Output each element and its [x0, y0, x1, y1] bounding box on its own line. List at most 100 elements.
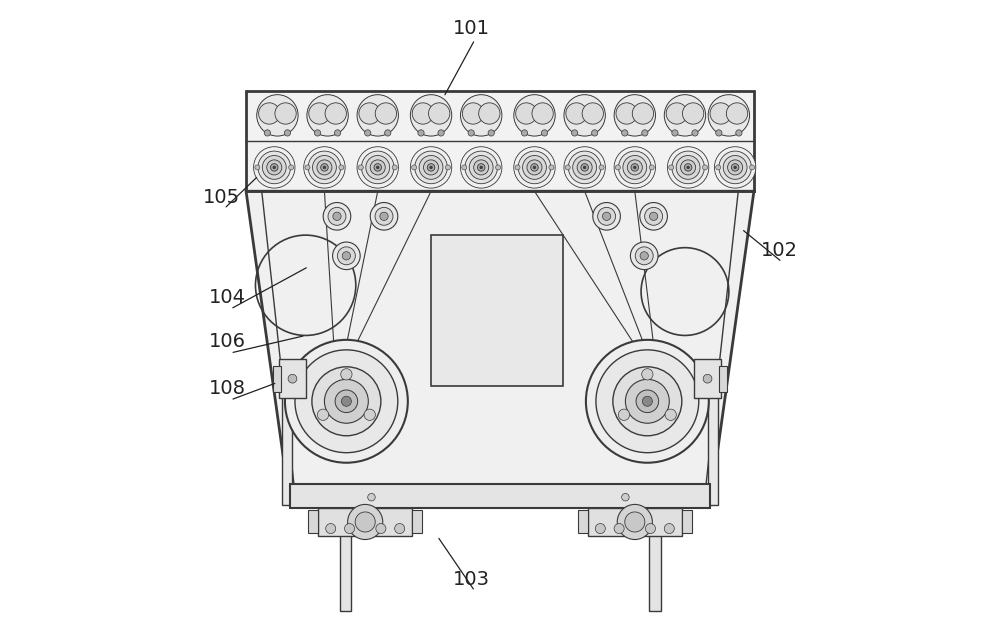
Circle shape: [418, 130, 424, 136]
Circle shape: [477, 164, 485, 171]
Circle shape: [736, 130, 742, 136]
Circle shape: [614, 95, 655, 136]
Bar: [412, 510, 422, 533]
Circle shape: [375, 103, 397, 124]
Text: 103: 103: [453, 571, 490, 589]
Circle shape: [582, 103, 603, 124]
Circle shape: [716, 130, 722, 136]
Circle shape: [308, 151, 341, 184]
Circle shape: [514, 147, 555, 188]
Circle shape: [622, 493, 629, 501]
Circle shape: [376, 524, 386, 534]
Circle shape: [365, 130, 371, 136]
Circle shape: [516, 103, 537, 124]
Circle shape: [307, 95, 348, 136]
Circle shape: [642, 130, 648, 136]
Circle shape: [602, 212, 611, 221]
Circle shape: [317, 160, 332, 175]
Circle shape: [323, 166, 326, 169]
Circle shape: [317, 409, 329, 420]
Circle shape: [357, 147, 398, 188]
Circle shape: [731, 164, 739, 171]
Circle shape: [515, 165, 520, 170]
Circle shape: [635, 247, 653, 265]
Circle shape: [376, 166, 379, 169]
Circle shape: [640, 251, 648, 260]
Circle shape: [649, 165, 654, 170]
Circle shape: [708, 95, 750, 136]
Circle shape: [480, 166, 482, 169]
Circle shape: [632, 103, 654, 124]
Circle shape: [339, 165, 344, 170]
Circle shape: [568, 151, 601, 184]
Circle shape: [355, 512, 375, 532]
Circle shape: [531, 164, 538, 171]
Circle shape: [334, 130, 341, 136]
Circle shape: [462, 165, 467, 170]
Circle shape: [348, 504, 383, 539]
Circle shape: [438, 130, 444, 136]
Circle shape: [615, 165, 620, 170]
Circle shape: [599, 165, 604, 170]
Circle shape: [358, 165, 363, 170]
Circle shape: [468, 130, 474, 136]
Circle shape: [533, 166, 536, 169]
Circle shape: [598, 208, 616, 225]
Circle shape: [664, 524, 674, 534]
Circle shape: [613, 367, 682, 436]
Circle shape: [474, 160, 489, 175]
Circle shape: [669, 165, 674, 170]
Circle shape: [645, 524, 655, 534]
Circle shape: [333, 212, 341, 221]
Circle shape: [619, 151, 651, 184]
Circle shape: [361, 151, 394, 184]
Circle shape: [664, 95, 706, 136]
Circle shape: [366, 155, 390, 179]
Circle shape: [309, 103, 330, 124]
Circle shape: [667, 147, 709, 188]
Circle shape: [625, 512, 645, 532]
Circle shape: [666, 103, 687, 124]
Circle shape: [412, 165, 417, 170]
Circle shape: [275, 103, 296, 124]
Circle shape: [592, 130, 598, 136]
Circle shape: [623, 155, 647, 179]
Circle shape: [593, 203, 620, 230]
Circle shape: [385, 130, 391, 136]
Circle shape: [370, 203, 398, 230]
Circle shape: [716, 165, 721, 170]
Circle shape: [262, 155, 286, 179]
Circle shape: [395, 524, 405, 534]
Circle shape: [364, 409, 375, 420]
Bar: [273, 366, 281, 392]
Circle shape: [541, 130, 548, 136]
Circle shape: [412, 103, 434, 124]
Polygon shape: [246, 191, 754, 505]
Circle shape: [595, 524, 605, 534]
Circle shape: [325, 103, 346, 124]
Circle shape: [295, 350, 398, 453]
Circle shape: [521, 130, 528, 136]
Bar: [649, 534, 661, 611]
Text: 108: 108: [209, 379, 246, 398]
Circle shape: [719, 151, 751, 184]
Circle shape: [424, 160, 439, 175]
Circle shape: [313, 155, 336, 179]
Circle shape: [254, 147, 295, 188]
Bar: [719, 366, 727, 392]
Text: 106: 106: [209, 332, 246, 351]
Circle shape: [549, 165, 554, 170]
Bar: [282, 395, 292, 505]
Circle shape: [614, 524, 624, 534]
Circle shape: [255, 165, 260, 170]
Bar: [588, 508, 682, 536]
Circle shape: [596, 350, 699, 453]
Circle shape: [640, 203, 667, 230]
Circle shape: [429, 103, 450, 124]
Circle shape: [665, 409, 676, 420]
Circle shape: [271, 164, 278, 171]
Circle shape: [324, 379, 368, 423]
Circle shape: [496, 165, 501, 170]
Circle shape: [273, 166, 276, 169]
Circle shape: [566, 103, 587, 124]
